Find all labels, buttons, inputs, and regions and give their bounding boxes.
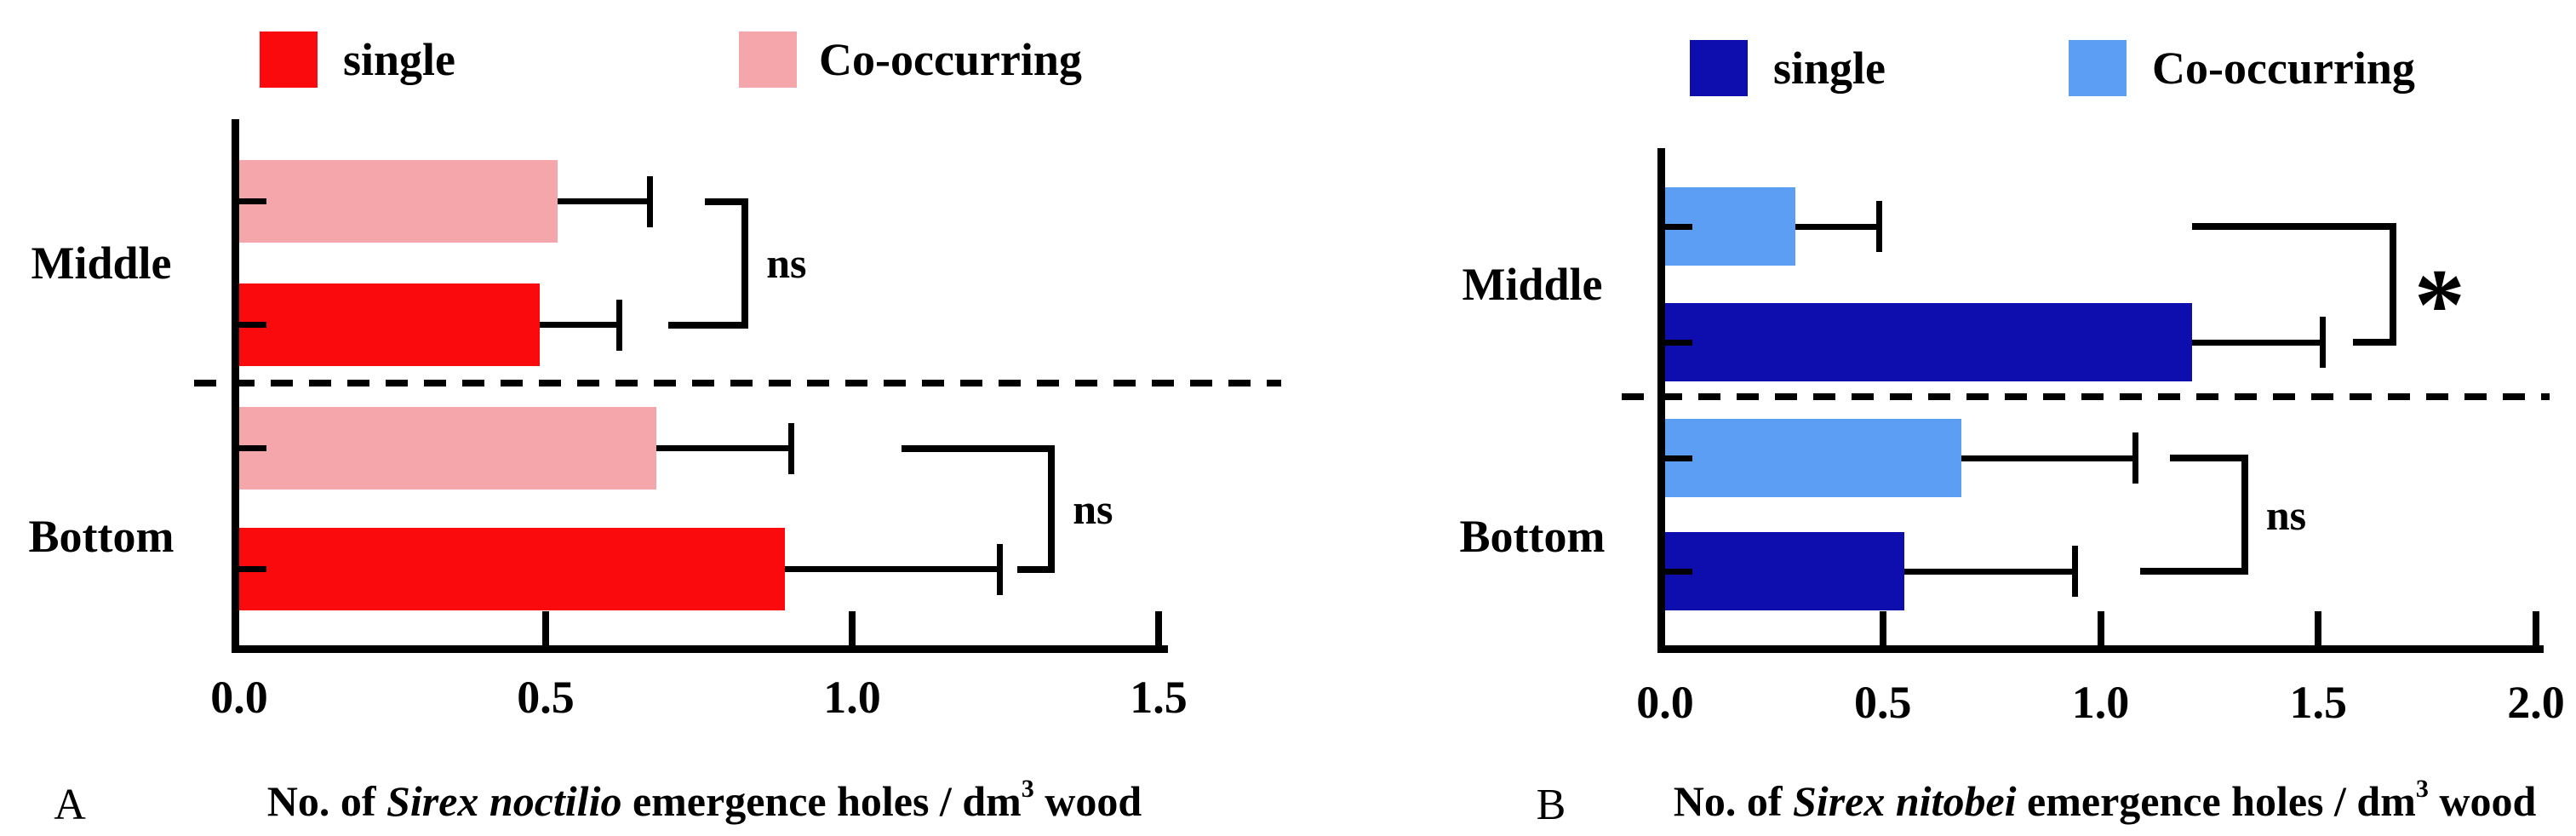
y-axis-tick-middle-single — [1665, 339, 1692, 346]
category-label-middle: Middle — [1462, 259, 1603, 310]
error-bar-bottom-single — [1904, 568, 2075, 575]
error-bar-bottom-co-occurring — [1961, 455, 2136, 461]
y-axis-tick-bottom-single — [1665, 568, 1692, 575]
error-bar-middle-single — [2191, 339, 2323, 346]
x-tick-2.0 — [2533, 611, 2539, 646]
x-tick-label-1.0: 1.0 — [823, 672, 881, 723]
axis-title-part: No. of — [266, 777, 387, 825]
axis-title-part: emergence holes / dm — [621, 777, 1022, 825]
sig-middle-arm-top — [705, 198, 748, 205]
x-tick-label-1.5: 1.5 — [1130, 672, 1188, 723]
axis-title-part: wood — [1033, 777, 1142, 825]
error-cap-bottom-co-occurring — [2132, 432, 2139, 484]
axis-title-part: 3 — [2415, 775, 2429, 803]
panel-letter-a: A — [54, 781, 86, 829]
error-bar-bottom-single — [784, 566, 999, 572]
sig-middle-arm-bottom — [2353, 339, 2397, 346]
x-tick-label-0.0: 0.0 — [210, 672, 268, 723]
error-cap-bottom-single — [996, 543, 1003, 595]
error-bar-bottom-co-occurring — [655, 445, 791, 451]
x-axis — [232, 645, 1168, 653]
sig-bottom-arm-bottom — [2139, 568, 2249, 575]
x-tick-label-1.5: 1.5 — [2289, 677, 2348, 728]
error-cap-bottom-co-occurring — [788, 422, 794, 474]
bar-middle-single — [239, 283, 540, 366]
y-axis-tick-middle-single — [239, 322, 266, 328]
y-axis-tick-bottom-co-occurring — [239, 445, 266, 451]
axis-title-b: No. of Sirex nitobei emergence holes / d… — [1660, 775, 2550, 826]
error-bar-middle-co-occurring — [1795, 223, 1879, 230]
y-axis — [1657, 148, 1665, 653]
sig-middle-label: * — [2413, 248, 2465, 361]
error-bar-middle-co-occurring — [558, 198, 650, 204]
separator-dashed-line — [1622, 393, 2550, 400]
sig-middle-vertical — [741, 198, 748, 329]
axis-title-part: Sirex noctilio — [386, 777, 622, 825]
sig-bottom-vertical — [2241, 455, 2249, 575]
x-axis — [1657, 645, 2544, 653]
legend-swatch-co-occurring — [2069, 40, 2127, 96]
x-tick-1.5 — [1155, 611, 1162, 646]
legend-label-co-occurring: Co-occurring — [819, 34, 1082, 85]
x-tick-1.0 — [2097, 611, 2104, 646]
bar-bottom-co-occurring — [1665, 419, 1961, 497]
bar-bottom-single — [239, 528, 785, 610]
axis-title-part: Sirex nitobei — [1793, 777, 2017, 825]
category-label-bottom: Bottom — [28, 511, 175, 562]
separator-dashed-line — [194, 380, 1281, 387]
category-label-bottom: Bottom — [1459, 511, 1606, 562]
bar-middle-single — [1665, 303, 2192, 381]
error-cap-middle-single — [2320, 317, 2327, 368]
error-cap-middle-co-occurring — [647, 175, 654, 227]
legend-swatch-co-occurring — [739, 31, 797, 88]
error-cap-middle-co-occurring — [1875, 201, 1882, 252]
y-axis-tick-middle-co-occurring — [1665, 223, 1692, 230]
x-tick-1.5 — [2315, 611, 2322, 646]
category-label-middle: Middle — [31, 238, 172, 289]
sig-middle-arm-top — [2191, 223, 2397, 230]
y-axis-tick-middle-co-occurring — [239, 198, 266, 204]
sig-bottom-arm-top — [2170, 455, 2249, 461]
bar-bottom-single — [1665, 532, 1905, 610]
x-tick-label-0.0: 0.0 — [1636, 677, 1694, 728]
sig-middle-arm-bottom — [668, 321, 748, 329]
axis-title-part: wood — [2428, 777, 2537, 825]
legend-label-single: single — [1773, 43, 1886, 94]
bar-bottom-co-occurring — [239, 407, 656, 490]
x-tick-0.5 — [1879, 611, 1886, 646]
error-bar-middle-single — [539, 322, 620, 328]
legend-label-single: single — [343, 34, 456, 85]
bar-middle-co-occurring — [239, 160, 558, 243]
legend-label-co-occurring: Co-occurring — [2152, 43, 2415, 94]
x-tick-0.5 — [542, 611, 549, 646]
y-axis-tick-bottom-co-occurring — [1665, 455, 1692, 461]
x-tick-label-1.0: 1.0 — [2071, 677, 2130, 728]
x-tick-label-0.5: 0.5 — [1854, 677, 1912, 728]
sig-bottom-label: ns — [2265, 490, 2307, 539]
x-tick-1.0 — [849, 611, 856, 646]
sig-middle-label: ns — [766, 239, 807, 287]
axis-title-part: 3 — [1021, 775, 1034, 803]
x-tick-label-0.5: 0.5 — [517, 672, 575, 723]
y-axis-tick-bottom-single — [239, 566, 266, 572]
axis-title-a: No. of Sirex noctilio emergence holes / … — [238, 775, 1171, 826]
axis-title-part: emergence holes / dm — [2016, 777, 2416, 825]
error-cap-middle-single — [616, 299, 623, 351]
sig-bottom-arm-bottom — [1017, 565, 1055, 573]
sig-bottom-label: ns — [1073, 484, 1113, 533]
panel-letter-b: B — [1536, 781, 1566, 829]
x-tick-label-2.0: 2.0 — [2507, 677, 2565, 728]
sig-bottom-arm-top — [901, 444, 1055, 452]
legend-swatch-single — [1690, 40, 1748, 96]
sig-middle-vertical — [2390, 223, 2397, 346]
axis-title-part: No. of — [1673, 777, 1793, 825]
sig-bottom-vertical — [1047, 444, 1055, 573]
legend-swatch-single — [260, 31, 318, 88]
error-cap-bottom-single — [2071, 546, 2078, 597]
